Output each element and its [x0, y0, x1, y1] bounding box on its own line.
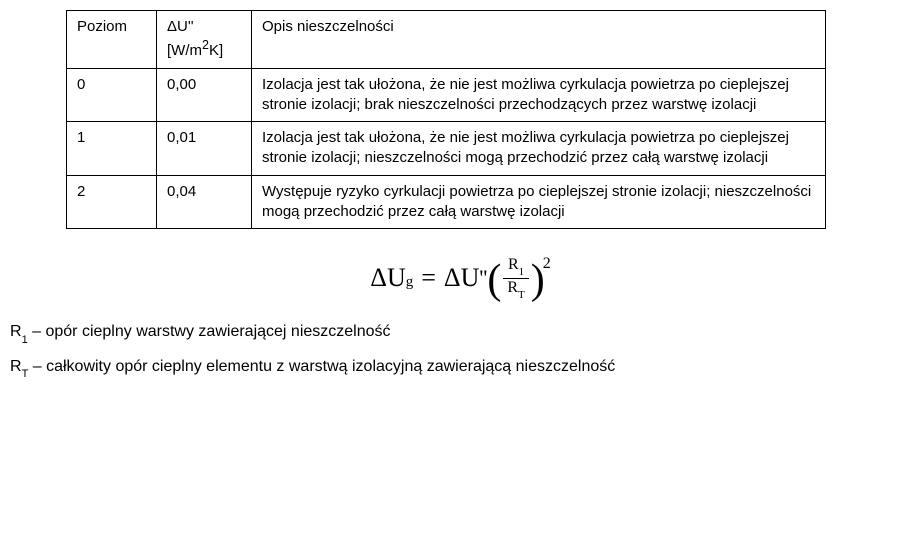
- formula-delta-2: Δ: [444, 263, 461, 293]
- legend-text: całkowity opór cieplny elementu z warstw…: [46, 358, 615, 375]
- col-header-delta-l2b: K]: [209, 42, 223, 59]
- col-header-delta-sup: 2: [202, 38, 209, 52]
- cell-opis: Występuje ryzyko cyrkulacji powietrza po…: [252, 175, 826, 229]
- legend-sub: 1: [22, 334, 28, 346]
- legend-item: RT – całkowity opór cieplny elementu z w…: [10, 358, 923, 378]
- col-header-delta: ΔU'' [W/m2K]: [157, 11, 252, 69]
- frac-R-den: R: [507, 279, 518, 296]
- formula-U-2: U: [461, 263, 480, 293]
- formula-equals: =: [421, 263, 436, 293]
- formula: ΔUg = ΔU'' ( R1 RT )2: [0, 257, 923, 299]
- legend-sym: R: [10, 323, 22, 340]
- col-header-delta-l1: ΔU'': [167, 18, 194, 35]
- frac-sub1: 1: [519, 266, 525, 278]
- formula-delta-1: Δ: [370, 263, 387, 293]
- table-row: 0 0,00 Izolacja jest tak ułożona, że nie…: [67, 68, 826, 122]
- col-header-opis: Opis nieszczelności: [252, 11, 826, 69]
- cell-delta: 0,00: [157, 68, 252, 122]
- col-header-poziom-text: Poziom: [77, 18, 127, 35]
- frac-subT: T: [518, 289, 525, 301]
- leak-level-table: Poziom ΔU'' [W/m2K] Opis nieszczelności …: [66, 10, 826, 229]
- cell-poziom: 1: [67, 122, 157, 176]
- legend-sym: R: [10, 358, 22, 375]
- col-header-delta-l2a: [W/m: [167, 42, 202, 59]
- cell-poziom: 0: [67, 68, 157, 122]
- legend-dash: –: [28, 323, 46, 340]
- formula-exponent: 2: [543, 255, 551, 273]
- cell-opis: Izolacja jest tak ułożona, że nie jest m…: [252, 68, 826, 122]
- legend-item: R1 – opór cieplny warstwy zawierającej n…: [10, 323, 923, 343]
- legend-dash: –: [28, 358, 46, 375]
- col-header-poziom: Poziom: [67, 11, 157, 69]
- cell-poziom: 2: [67, 175, 157, 229]
- formula-U-1: U: [387, 263, 406, 293]
- table-row: 1 0,01 Izolacja jest tak ułożona, że nie…: [67, 122, 826, 176]
- table-row: 2 0,04 Występuje ryzyko cyrkulacji powie…: [67, 175, 826, 229]
- cell-delta: 0,01: [157, 122, 252, 176]
- col-header-opis-text: Opis nieszczelności: [262, 18, 394, 35]
- legend-sub: T: [22, 368, 29, 380]
- legend-text: opór cieplny warstwy zawierającej nieszc…: [45, 323, 390, 340]
- formula-dprime: '': [479, 265, 487, 291]
- table-header-row: Poziom ΔU'' [W/m2K] Opis nieszczelności: [67, 11, 826, 69]
- legend: R1 – opór cieplny warstwy zawierającej n…: [10, 323, 923, 377]
- fraction: R1 RT: [503, 257, 528, 299]
- cell-delta: 0,04: [157, 175, 252, 229]
- fraction-den: RT: [503, 279, 528, 300]
- frac-R-num: R: [508, 256, 519, 273]
- cell-opis: Izolacja jest tak ułożona, że nie jest m…: [252, 122, 826, 176]
- fraction-num: R1: [503, 257, 528, 279]
- formula-sub-g: g: [406, 274, 414, 291]
